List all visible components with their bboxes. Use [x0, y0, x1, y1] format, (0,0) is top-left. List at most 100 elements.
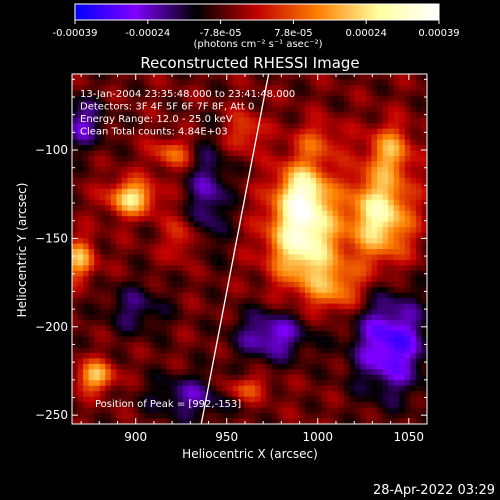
heatmap-cell: [110, 418, 117, 424]
heatmap-cell: [72, 134, 79, 141]
heatmap-cell: [255, 292, 262, 299]
heatmap-cell: [133, 112, 140, 119]
heatmap-cell: [155, 259, 162, 267]
heatmap-cell: [238, 331, 245, 338]
heatmap-cell: [421, 281, 427, 288]
heatmap-cell: [121, 117, 129, 124]
heatmap-cell: [238, 90, 245, 97]
heatmap-cell: [99, 270, 106, 277]
heatmap-cell: [332, 336, 339, 343]
heatmap-cell: [72, 106, 79, 113]
heatmap-cell: [138, 106, 145, 113]
heatmap-cell: [138, 391, 145, 398]
heatmap-cell: [116, 380, 123, 387]
heatmap-cell: [354, 369, 362, 376]
heatmap-cell: [277, 347, 284, 354]
heatmap-cell: [349, 74, 356, 81]
heatmap-cell: [83, 259, 90, 267]
heatmap-cell: [377, 161, 384, 168]
heatmap-cell: [160, 320, 167, 327]
heatmap-cell: [327, 254, 334, 261]
heatmap-cell: [121, 150, 129, 157]
heatmap-cell: [138, 385, 145, 392]
heatmap-cell: [177, 101, 184, 108]
heatmap-cell: [288, 281, 295, 288]
heatmap-cell: [404, 303, 411, 310]
heatmap-cell: [88, 369, 95, 376]
heatmap-cell: [155, 90, 162, 97]
heatmap-cell: [249, 314, 256, 321]
heatmap-cell: [182, 221, 190, 228]
heatmap-cell: [210, 418, 217, 424]
heatmap-cell: [399, 254, 406, 261]
heatmap-cell: [99, 369, 106, 376]
heatmap-cell: [299, 145, 306, 152]
heatmap-cell: [110, 177, 117, 184]
heatmap-cell: [182, 166, 190, 174]
heatmap-cell: [282, 341, 289, 349]
heatmap-cell: [249, 232, 256, 239]
heatmap-cell: [349, 106, 356, 113]
heatmap-cell: [188, 194, 195, 201]
heatmap-cell: [271, 161, 278, 168]
heatmap-cell: [365, 112, 373, 119]
heatmap-cell: [160, 298, 167, 305]
heatmap-cell: [327, 265, 334, 272]
heatmap-cell: [171, 314, 178, 321]
heatmap-cell: [88, 287, 95, 294]
heatmap-cell: [421, 145, 427, 152]
heatmap-cell: [77, 314, 84, 321]
heatmap-cell: [288, 270, 295, 277]
heatmap-cell: [182, 385, 190, 392]
heatmap-cell: [299, 358, 306, 365]
heatmap-cell: [421, 385, 427, 392]
heatmap-cell: [171, 265, 178, 272]
heatmap-cell: [227, 106, 234, 113]
heatmap-cell: [243, 396, 251, 403]
heatmap-cell: [266, 385, 273, 392]
heatmap-cell: [144, 84, 151, 92]
heatmap-cell: [249, 336, 256, 343]
heatmap-cell: [216, 254, 223, 261]
heatmap-cell: [188, 270, 195, 277]
heatmap-cell: [249, 161, 256, 168]
heatmap-cell: [160, 101, 167, 108]
heatmap-cell: [354, 341, 362, 349]
heatmap-cell: [316, 128, 323, 135]
heatmap-cell: [349, 407, 356, 414]
heatmap-cell: [77, 352, 84, 359]
heatmap-cell: [299, 150, 306, 157]
heatmap-cell: [277, 243, 284, 250]
heatmap-cell: [221, 369, 228, 376]
heatmap-cell: [77, 188, 84, 195]
heatmap-cell: [304, 145, 312, 152]
heatmap-cell: [194, 407, 201, 414]
heatmap-cell: [354, 210, 362, 217]
heatmap-cell: [299, 413, 306, 420]
heatmap-cell: [299, 123, 306, 130]
heatmap-cell: [116, 259, 123, 267]
heatmap-cell: [260, 396, 267, 403]
heatmap-cell: [88, 134, 95, 141]
heatmap-cell: [155, 227, 162, 234]
heatmap-cell: [177, 112, 184, 119]
heatmap-cell: [83, 358, 90, 365]
heatmap-cell: [210, 331, 217, 338]
heatmap-cell: [105, 314, 112, 321]
heatmap-cell: [360, 123, 367, 130]
heatmap-cell: [210, 90, 217, 97]
heatmap-cell: [199, 221, 206, 228]
heatmap-cell: [399, 391, 406, 398]
heatmap-cell: [321, 188, 328, 195]
heatmap-cell: [371, 270, 378, 277]
heatmap-cell: [199, 216, 206, 223]
heatmap-cell: [421, 374, 427, 381]
heatmap-cell: [338, 303, 345, 310]
heatmap-cell: [210, 314, 217, 321]
heatmap-cell: [205, 320, 212, 327]
heatmap-cell: [116, 309, 123, 316]
heatmap-cell: [94, 74, 101, 81]
heatmap-cell: [332, 254, 339, 261]
heatmap-cell: [360, 145, 367, 152]
heatmap-cell: [349, 352, 356, 359]
